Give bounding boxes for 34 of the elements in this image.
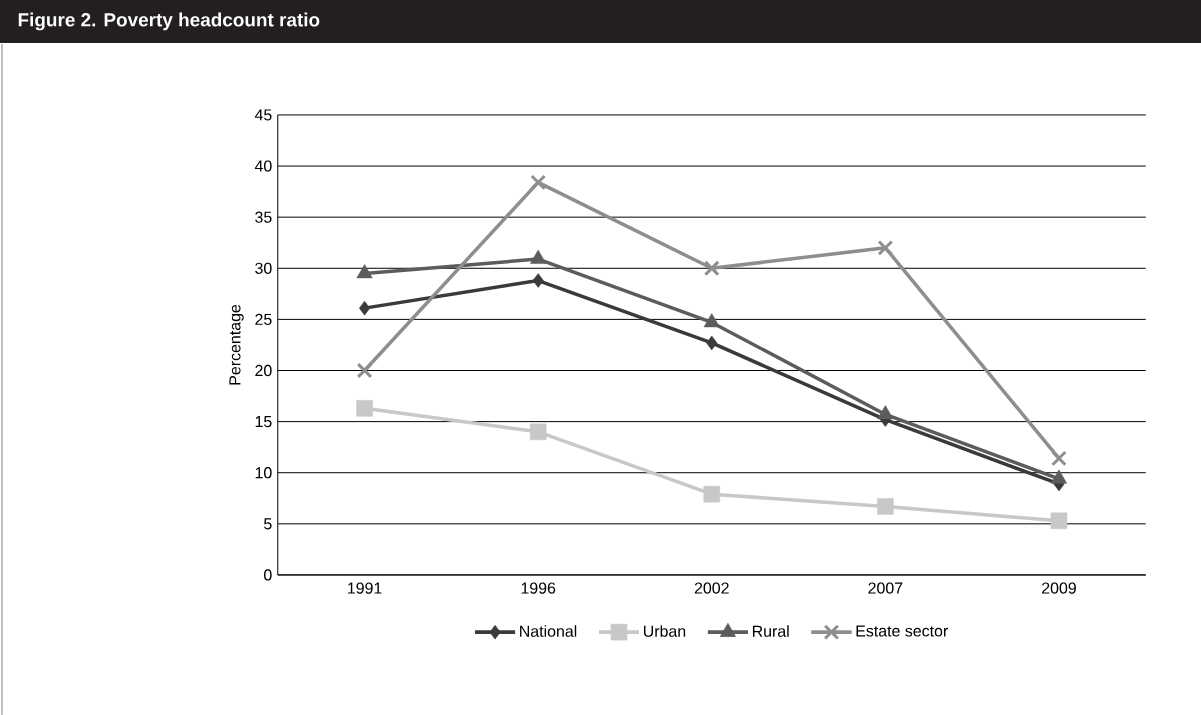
y-tick-label: 45: [254, 109, 272, 121]
y-tick-label: 40: [254, 160, 272, 172]
point: [529, 423, 547, 440]
x-tick-label: 1991: [348, 582, 382, 594]
legend-label: Estate sector: [856, 625, 948, 637]
y-tick-label: 10: [255, 466, 272, 479]
y-tick-label: 30: [255, 262, 272, 274]
point: [532, 273, 544, 288]
point: [877, 497, 894, 515]
x-tick-label: 2002: [694, 582, 729, 594]
x-tick-label: 1996: [521, 582, 556, 594]
point: [877, 239, 894, 256]
point: [1050, 512, 1068, 529]
legend-label: Rural: [752, 624, 789, 637]
x-tick-label: 2009: [1042, 582, 1076, 594]
point: [356, 362, 373, 379]
x-tick-label: 2007: [868, 582, 903, 594]
point: [703, 260, 720, 276]
chart-title: Figure 2. Poverty headcount ratio: [18, 12, 320, 31]
point: [359, 300, 371, 316]
point: [530, 174, 547, 191]
y-tick-label: 5: [264, 518, 272, 530]
y-tick-label: 25: [255, 313, 272, 325]
point: [1051, 450, 1067, 467]
y-tick-label: 35: [255, 211, 272, 223]
legend-label: Urban: [643, 624, 686, 637]
y-tick-label: 15: [255, 415, 272, 427]
y-tick-label: 20: [255, 364, 272, 376]
legend-label: National: [520, 624, 577, 637]
y-tick-label: 0: [264, 569, 272, 581]
point: [703, 485, 721, 503]
point: [356, 399, 373, 417]
point: [706, 335, 718, 350]
y-axis-title: Percentage: [229, 304, 244, 385]
